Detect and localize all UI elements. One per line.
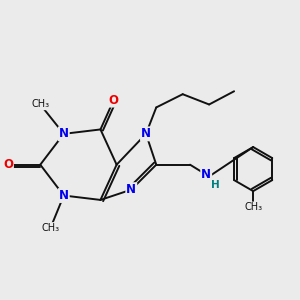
Text: N: N [59,189,69,202]
Text: CH₃: CH₃ [31,100,49,110]
Text: N: N [126,183,136,196]
Text: CH₃: CH₃ [244,202,262,212]
Text: O: O [109,94,119,106]
Text: N: N [59,127,69,140]
Text: O: O [3,158,13,171]
Text: N: N [201,169,211,182]
Text: CH₃: CH₃ [41,223,60,233]
Text: N: N [141,127,151,140]
Text: H: H [211,180,220,190]
